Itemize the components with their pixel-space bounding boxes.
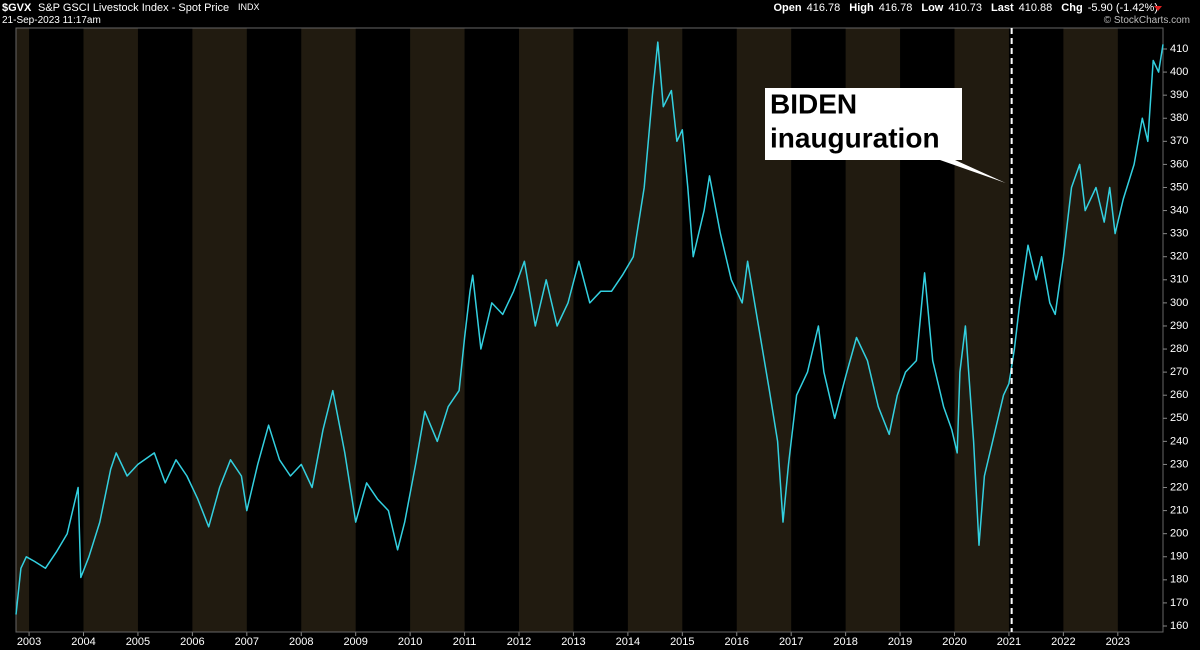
x-tick-label: 2009: [343, 636, 367, 648]
x-tick-label: 2006: [180, 636, 204, 648]
x-tick-label: 2018: [833, 636, 857, 648]
y-tick-label: 220: [1170, 481, 1188, 493]
x-tick-label: 2013: [561, 636, 585, 648]
x-tick-label: 2019: [888, 636, 912, 648]
y-tick-label: 410: [1170, 43, 1188, 55]
quote: Open 416.78 High 416.78 Low 410.73 Last 410.88 C…: [773, 2, 1162, 14]
x-tick-label: 2015: [670, 636, 694, 648]
callout-text: inauguration: [770, 122, 940, 153]
y-tick-label: 290: [1170, 320, 1188, 332]
y-tick-label: 210: [1170, 505, 1188, 517]
x-tick-label: 2014: [616, 636, 640, 648]
year-band: [16, 28, 30, 632]
y-tick-label: 190: [1170, 551, 1188, 563]
year-band: [627, 28, 683, 632]
callout-box: [765, 88, 1006, 183]
y-tick-label: 250: [1170, 412, 1188, 424]
y-tick-label: 180: [1170, 574, 1188, 586]
plot-border: [15, 27, 1164, 633]
x-tick-label: 2012: [507, 636, 531, 648]
y-tick-label: 300: [1170, 297, 1188, 309]
x-tick-label: 2004: [71, 636, 95, 648]
y-tick-label: 320: [1170, 251, 1188, 263]
quote-value: 416.78: [878, 2, 913, 14]
y-tick-label: 350: [1170, 181, 1188, 193]
year-band: [954, 28, 1009, 632]
x-tick-label: 2008: [289, 636, 313, 648]
year-band: [1063, 28, 1118, 632]
x-tick-label: 2016: [725, 636, 749, 648]
x-tick-label: 2007: [235, 636, 259, 648]
y-tick-label: 360: [1170, 158, 1188, 170]
year-band: [83, 28, 138, 632]
copyright: © StockCharts.com: [1103, 15, 1190, 26]
y-tick-label: 340: [1170, 204, 1188, 216]
y-tick-label: 310: [1170, 274, 1188, 286]
y-tick-label: 280: [1170, 343, 1188, 355]
quote-value: 410.88: [1018, 2, 1053, 14]
y-tick-label: 170: [1170, 597, 1188, 609]
x-tick-label: 2003: [17, 636, 41, 648]
year-band: [192, 28, 247, 632]
y-tick-label: 270: [1170, 366, 1188, 378]
x-tick-label: 2021: [997, 636, 1021, 648]
y-tick-label: 370: [1170, 135, 1188, 147]
quote-label: Open: [773, 2, 802, 14]
y-tick-label: 260: [1170, 389, 1188, 401]
x-tick-label: 2020: [942, 636, 966, 648]
down-arrow: [1154, 6, 1162, 11]
x-tick-label: 2005: [126, 636, 150, 648]
x-tick-label: 2017: [779, 636, 803, 648]
y-tick-label: 240: [1170, 435, 1188, 447]
y-tick-label: 230: [1170, 458, 1188, 470]
y-tick-label: 160: [1170, 620, 1188, 632]
y-tick-label: 390: [1170, 89, 1188, 101]
year-band: [301, 28, 356, 632]
year-band: [410, 28, 465, 632]
quote-value: -5.90 (-1.42%): [1087, 2, 1158, 14]
y-tick-label: 400: [1170, 66, 1188, 78]
date: 21-Sep-2023 11:17am: [2, 15, 101, 26]
callout-text: BIDEN: [770, 88, 857, 119]
quote-label: Chg: [1061, 2, 1083, 14]
year-band: [519, 28, 574, 632]
quote-label: High: [849, 2, 874, 14]
x-tick-label: 2022: [1051, 636, 1075, 648]
exchange: INDX: [238, 2, 260, 12]
quote-label: Last: [991, 2, 1014, 14]
y-tick-label: 200: [1170, 528, 1188, 540]
symbol: $GVX: [2, 2, 32, 14]
y-tick-label: 380: [1170, 112, 1188, 124]
index-name: S&P GSCI Livestock Index - Spot Price: [38, 2, 230, 14]
header: $GVX S&P GSCI Livestock Index - Spot Pri…: [0, 0, 1200, 28]
y-tick-label: 330: [1170, 228, 1188, 240]
quote-value: 416.78: [806, 2, 841, 14]
x-tick-label: 2011: [453, 636, 477, 648]
x-tick-label: 2010: [398, 636, 422, 648]
x-tick-label: 2023: [1106, 636, 1130, 648]
quote-label: Low: [921, 2, 944, 14]
quote-value: 410.73: [948, 2, 983, 14]
